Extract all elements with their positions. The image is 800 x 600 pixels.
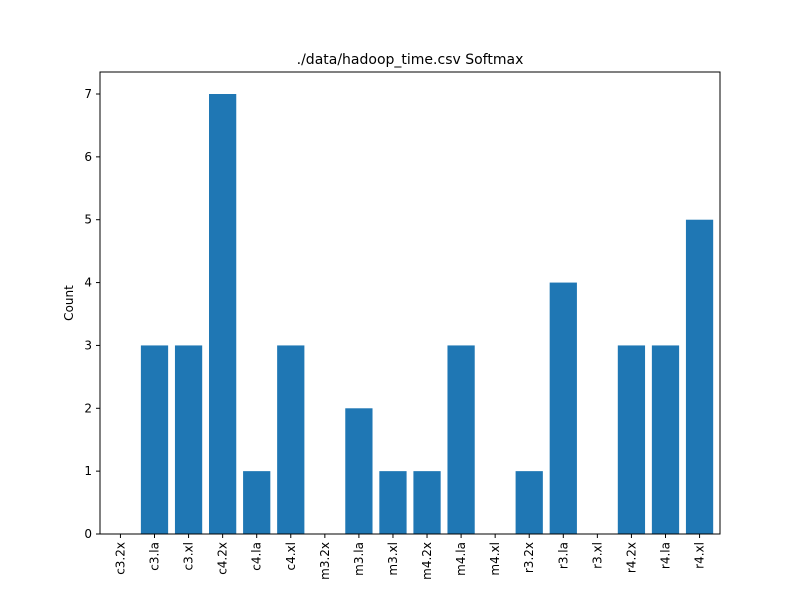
bar-c4.la	[243, 471, 271, 534]
x-tick-label: m3.2x	[318, 542, 332, 580]
y-tick-label: 3	[84, 338, 92, 352]
bar-c4.xl	[277, 345, 305, 534]
bar-c3.xl	[174, 345, 203, 534]
bars	[140, 94, 714, 534]
bar-r3.la	[549, 282, 577, 534]
x-tick-label: c3.la	[148, 542, 162, 571]
bar-m3.xl	[379, 471, 407, 534]
x-tick-label: c4.2x	[216, 542, 230, 575]
y-tick-label: 0	[84, 527, 92, 541]
x-tick-label: c3.xl	[182, 542, 196, 570]
x-tick-label: r3.2x	[522, 542, 536, 573]
y-axis: 0 1 2 3 4 5 6 7	[84, 87, 100, 541]
x-tick-label: m4.la	[454, 542, 468, 576]
x-tick-label: m4.xl	[488, 542, 502, 576]
x-axis: c3.2x c3.la c3.xl c4.2x c4.la c4.xl m3.2x m3.la…	[113, 534, 707, 580]
x-tick-label: r4.xl	[693, 542, 707, 569]
y-tick-label: 4	[84, 276, 92, 290]
x-tick-label: r4.2x	[624, 542, 638, 573]
x-tick-label: m3.xl	[386, 542, 400, 576]
plot-frame	[99, 71, 721, 535]
bar-r3.2x	[515, 471, 543, 534]
x-tick-label: r3.la	[556, 542, 570, 569]
bar-c3.la	[140, 345, 169, 534]
y-tick-label: 6	[84, 150, 92, 164]
y-tick-label: 1	[84, 464, 92, 478]
y-tick-label: 2	[84, 401, 92, 415]
y-tick-label: 7	[84, 87, 92, 101]
x-tick-label: c3.2x	[113, 542, 127, 575]
x-tick-label: r3.xl	[590, 542, 604, 569]
x-tick-label: m4.2x	[420, 542, 434, 580]
bar-c4.2x	[209, 94, 237, 534]
x-tick-label: m3.la	[352, 542, 366, 576]
x-tick-label: c4.la	[250, 542, 264, 571]
bar-r4.xl	[685, 219, 714, 534]
bar-m4.la	[447, 345, 475, 534]
x-tick-label: r4.la	[658, 542, 672, 569]
bar-r4.2x	[617, 345, 646, 534]
chart-title: ./data/hadoop_time.csv Softmax	[297, 52, 524, 68]
x-tick-label: c4.xl	[284, 542, 298, 570]
y-tick-label: 5	[84, 213, 92, 227]
bar-m4.2x	[413, 471, 441, 534]
y-axis-label: Count	[62, 285, 76, 321]
bar-r4.la	[651, 345, 680, 534]
bar-m3.la	[345, 408, 373, 534]
